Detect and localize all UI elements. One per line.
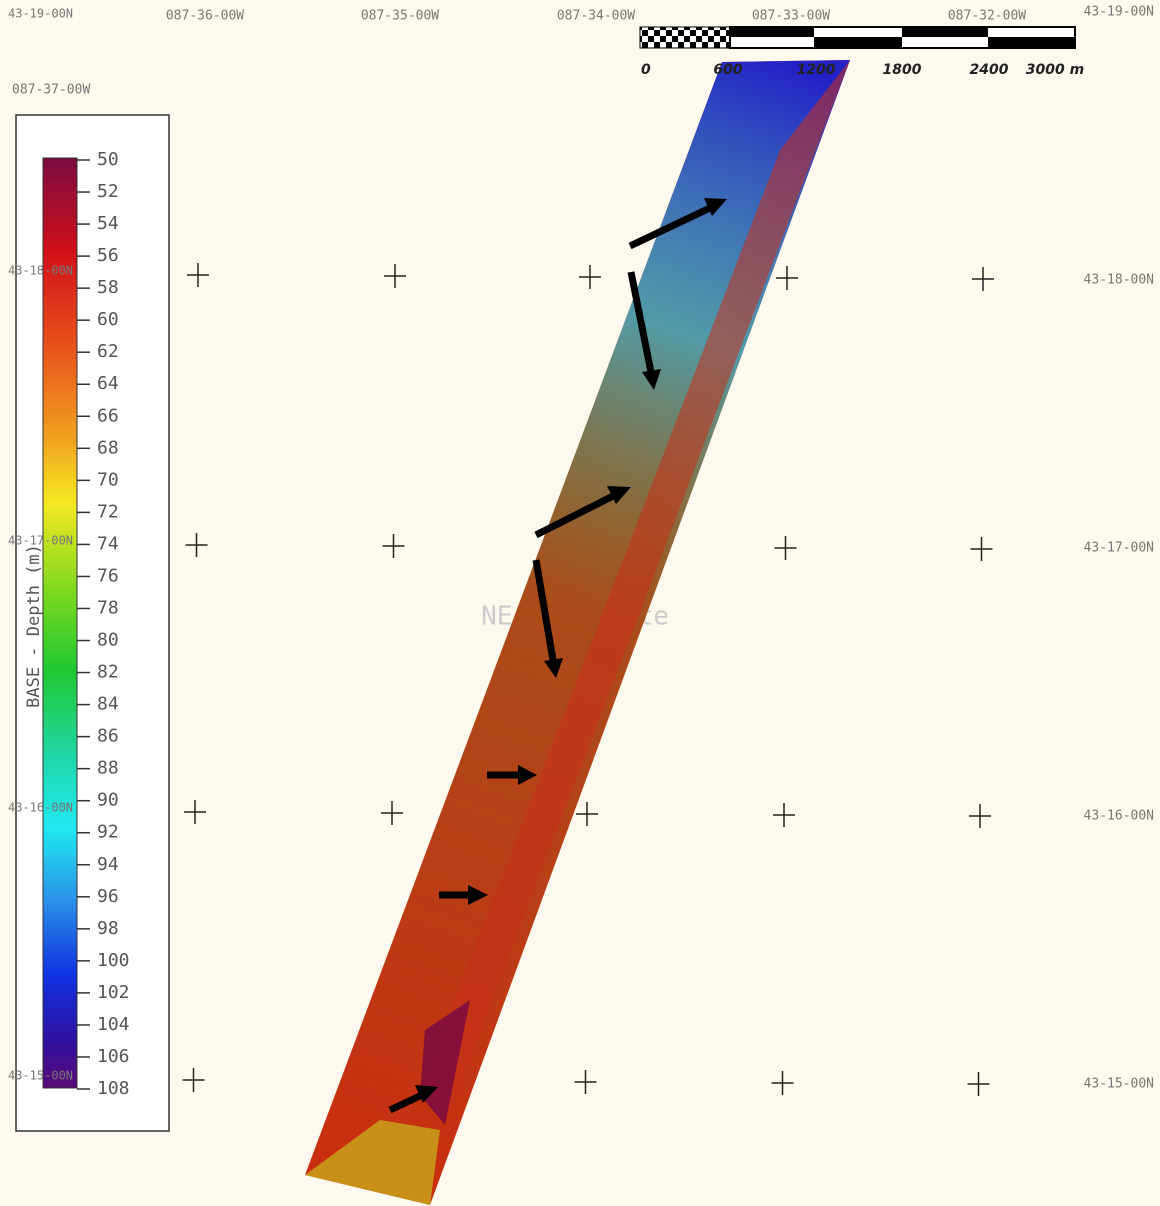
latitude-label: 43-15-00N — [1084, 1077, 1154, 1092]
grid-cross — [579, 265, 601, 289]
colorbar-tick-label: 58 — [97, 277, 119, 298]
grid-cross — [384, 264, 406, 288]
colorbar-tick-label: 94 — [97, 854, 119, 875]
colorbar-tick-label: 70 — [97, 469, 119, 490]
latitude-label: 43-17-00N — [8, 534, 73, 548]
colorbar-tick-label: 96 — [97, 886, 119, 907]
longitude-label: 087-35-00W — [361, 9, 439, 24]
colorbar-tick-label: 56 — [97, 245, 119, 266]
longitude-label: 087-37-00W — [12, 83, 90, 98]
grid-cross — [382, 534, 405, 558]
latitude-label: 43-19-00N — [1084, 5, 1154, 20]
colorbar-tick-label: 52 — [97, 181, 119, 202]
colorbar-tick-label: 62 — [97, 341, 119, 362]
colorbar-tick-label: 66 — [97, 405, 119, 426]
latitude-label: 43-19-00N — [8, 7, 73, 21]
latitude-label: 43-15-00N — [8, 1069, 73, 1083]
latitude-label: 43-16-00N — [1084, 809, 1154, 824]
colorbar-tick-label: 54 — [97, 213, 119, 234]
grid-cross — [185, 533, 208, 557]
grid-cross — [967, 1072, 990, 1096]
grid-cross — [381, 801, 403, 825]
colorbar-tick-label: 90 — [97, 790, 119, 811]
colorbar-tick-label: 106 — [97, 1046, 130, 1067]
colorbar-tick-label: 82 — [97, 662, 119, 683]
grid-cross — [970, 537, 993, 561]
scale-label: 600 — [713, 62, 742, 78]
colorbar-tick-label: 72 — [97, 501, 119, 522]
colorbar-tick-label: 88 — [97, 758, 119, 779]
grid-cross — [187, 263, 209, 287]
colorbar-tick-label: 108 — [97, 1078, 130, 1099]
latitude-label: 43-18-00N — [1084, 273, 1154, 288]
latitude-label: 43-16-00N — [8, 801, 73, 815]
longitude-label: 087-36-00W — [166, 9, 244, 24]
legend: BASE - Depth (m) 50 52 54 56 58 60 62 64 66 68 70 7… — [15, 114, 170, 1132]
survey-swath — [305, 60, 850, 1205]
longitude-label: 087-32-00W — [948, 9, 1026, 24]
colorbar-tick-label: 78 — [97, 597, 119, 618]
arrows — [388, 198, 727, 1114]
scale-label: 3000 m — [1026, 62, 1084, 78]
colorbar-tick-label: 100 — [97, 950, 130, 971]
scale-label: 0 — [641, 62, 651, 78]
colorbar-tick-label: 74 — [97, 533, 119, 554]
grid-cross — [574, 1070, 597, 1094]
scale-label: 1800 — [883, 62, 922, 78]
colorbar-tick-label: 68 — [97, 437, 119, 458]
grid-cross — [182, 1068, 205, 1092]
scale-label: 1200 — [797, 62, 836, 78]
colorbar-title: BASE - Depth (m) — [24, 544, 44, 708]
grid-cross — [184, 800, 206, 824]
colorbar-tick-label: 80 — [97, 630, 119, 651]
colorbar — [42, 157, 78, 1089]
grid-cross — [576, 802, 598, 826]
grid-crosses — [182, 263, 994, 1096]
longitude-label: 087-34-00W — [557, 9, 635, 24]
latitude-label: 43-18-00N — [8, 264, 73, 278]
colorbar-tick-label: 98 — [97, 918, 119, 939]
colorbar-tick-label: 102 — [97, 982, 130, 1003]
grid-cross — [774, 536, 797, 560]
colorbar-tick-label: 104 — [97, 1014, 130, 1035]
scale-bar: 0 600 1200 1800 2400 3000 m — [639, 26, 1084, 78]
colorbar-tick-label: 86 — [97, 726, 119, 747]
colorbar-tick-label: 60 — [97, 309, 119, 330]
grid-cross — [776, 266, 798, 290]
colorbar-tick-label: 84 — [97, 694, 119, 715]
grid-cross — [773, 803, 795, 827]
colorbar-tick-label: 76 — [97, 565, 119, 586]
colorbar-tick-label: 64 — [97, 373, 119, 394]
latitude-label: 43-17-00N — [1084, 541, 1154, 556]
grid-cross — [771, 1071, 794, 1095]
colorbar-tick-label: 50 — [97, 149, 119, 170]
longitude-label: 087-33-00W — [752, 9, 830, 24]
grid-cross — [972, 267, 994, 291]
scale-label: 2400 — [970, 62, 1009, 78]
colorbar-tick-label: 92 — [97, 822, 119, 843]
grid-cross — [969, 804, 991, 828]
